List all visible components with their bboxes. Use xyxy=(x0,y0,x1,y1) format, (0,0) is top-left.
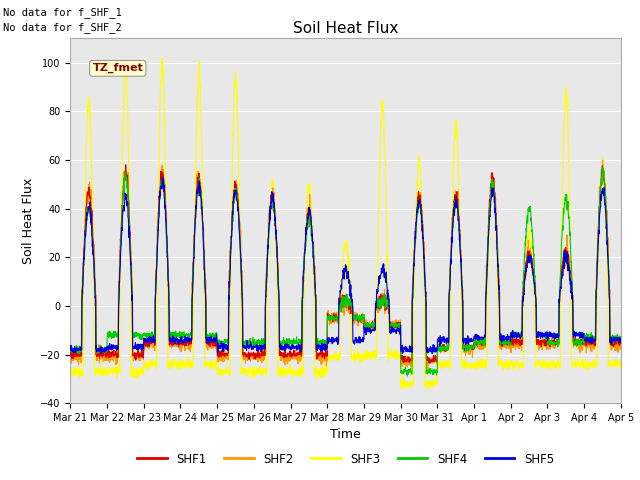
Y-axis label: Soil Heat Flux: Soil Heat Flux xyxy=(22,178,35,264)
X-axis label: Time: Time xyxy=(330,429,361,442)
Text: No data for f_SHF_2: No data for f_SHF_2 xyxy=(3,22,122,33)
Text: TZ_fmet: TZ_fmet xyxy=(92,63,143,73)
Legend: SHF1, SHF2, SHF3, SHF4, SHF5: SHF1, SHF2, SHF3, SHF4, SHF5 xyxy=(132,448,559,470)
Text: No data for f_SHF_1: No data for f_SHF_1 xyxy=(3,7,122,18)
Title: Soil Heat Flux: Soil Heat Flux xyxy=(293,21,398,36)
